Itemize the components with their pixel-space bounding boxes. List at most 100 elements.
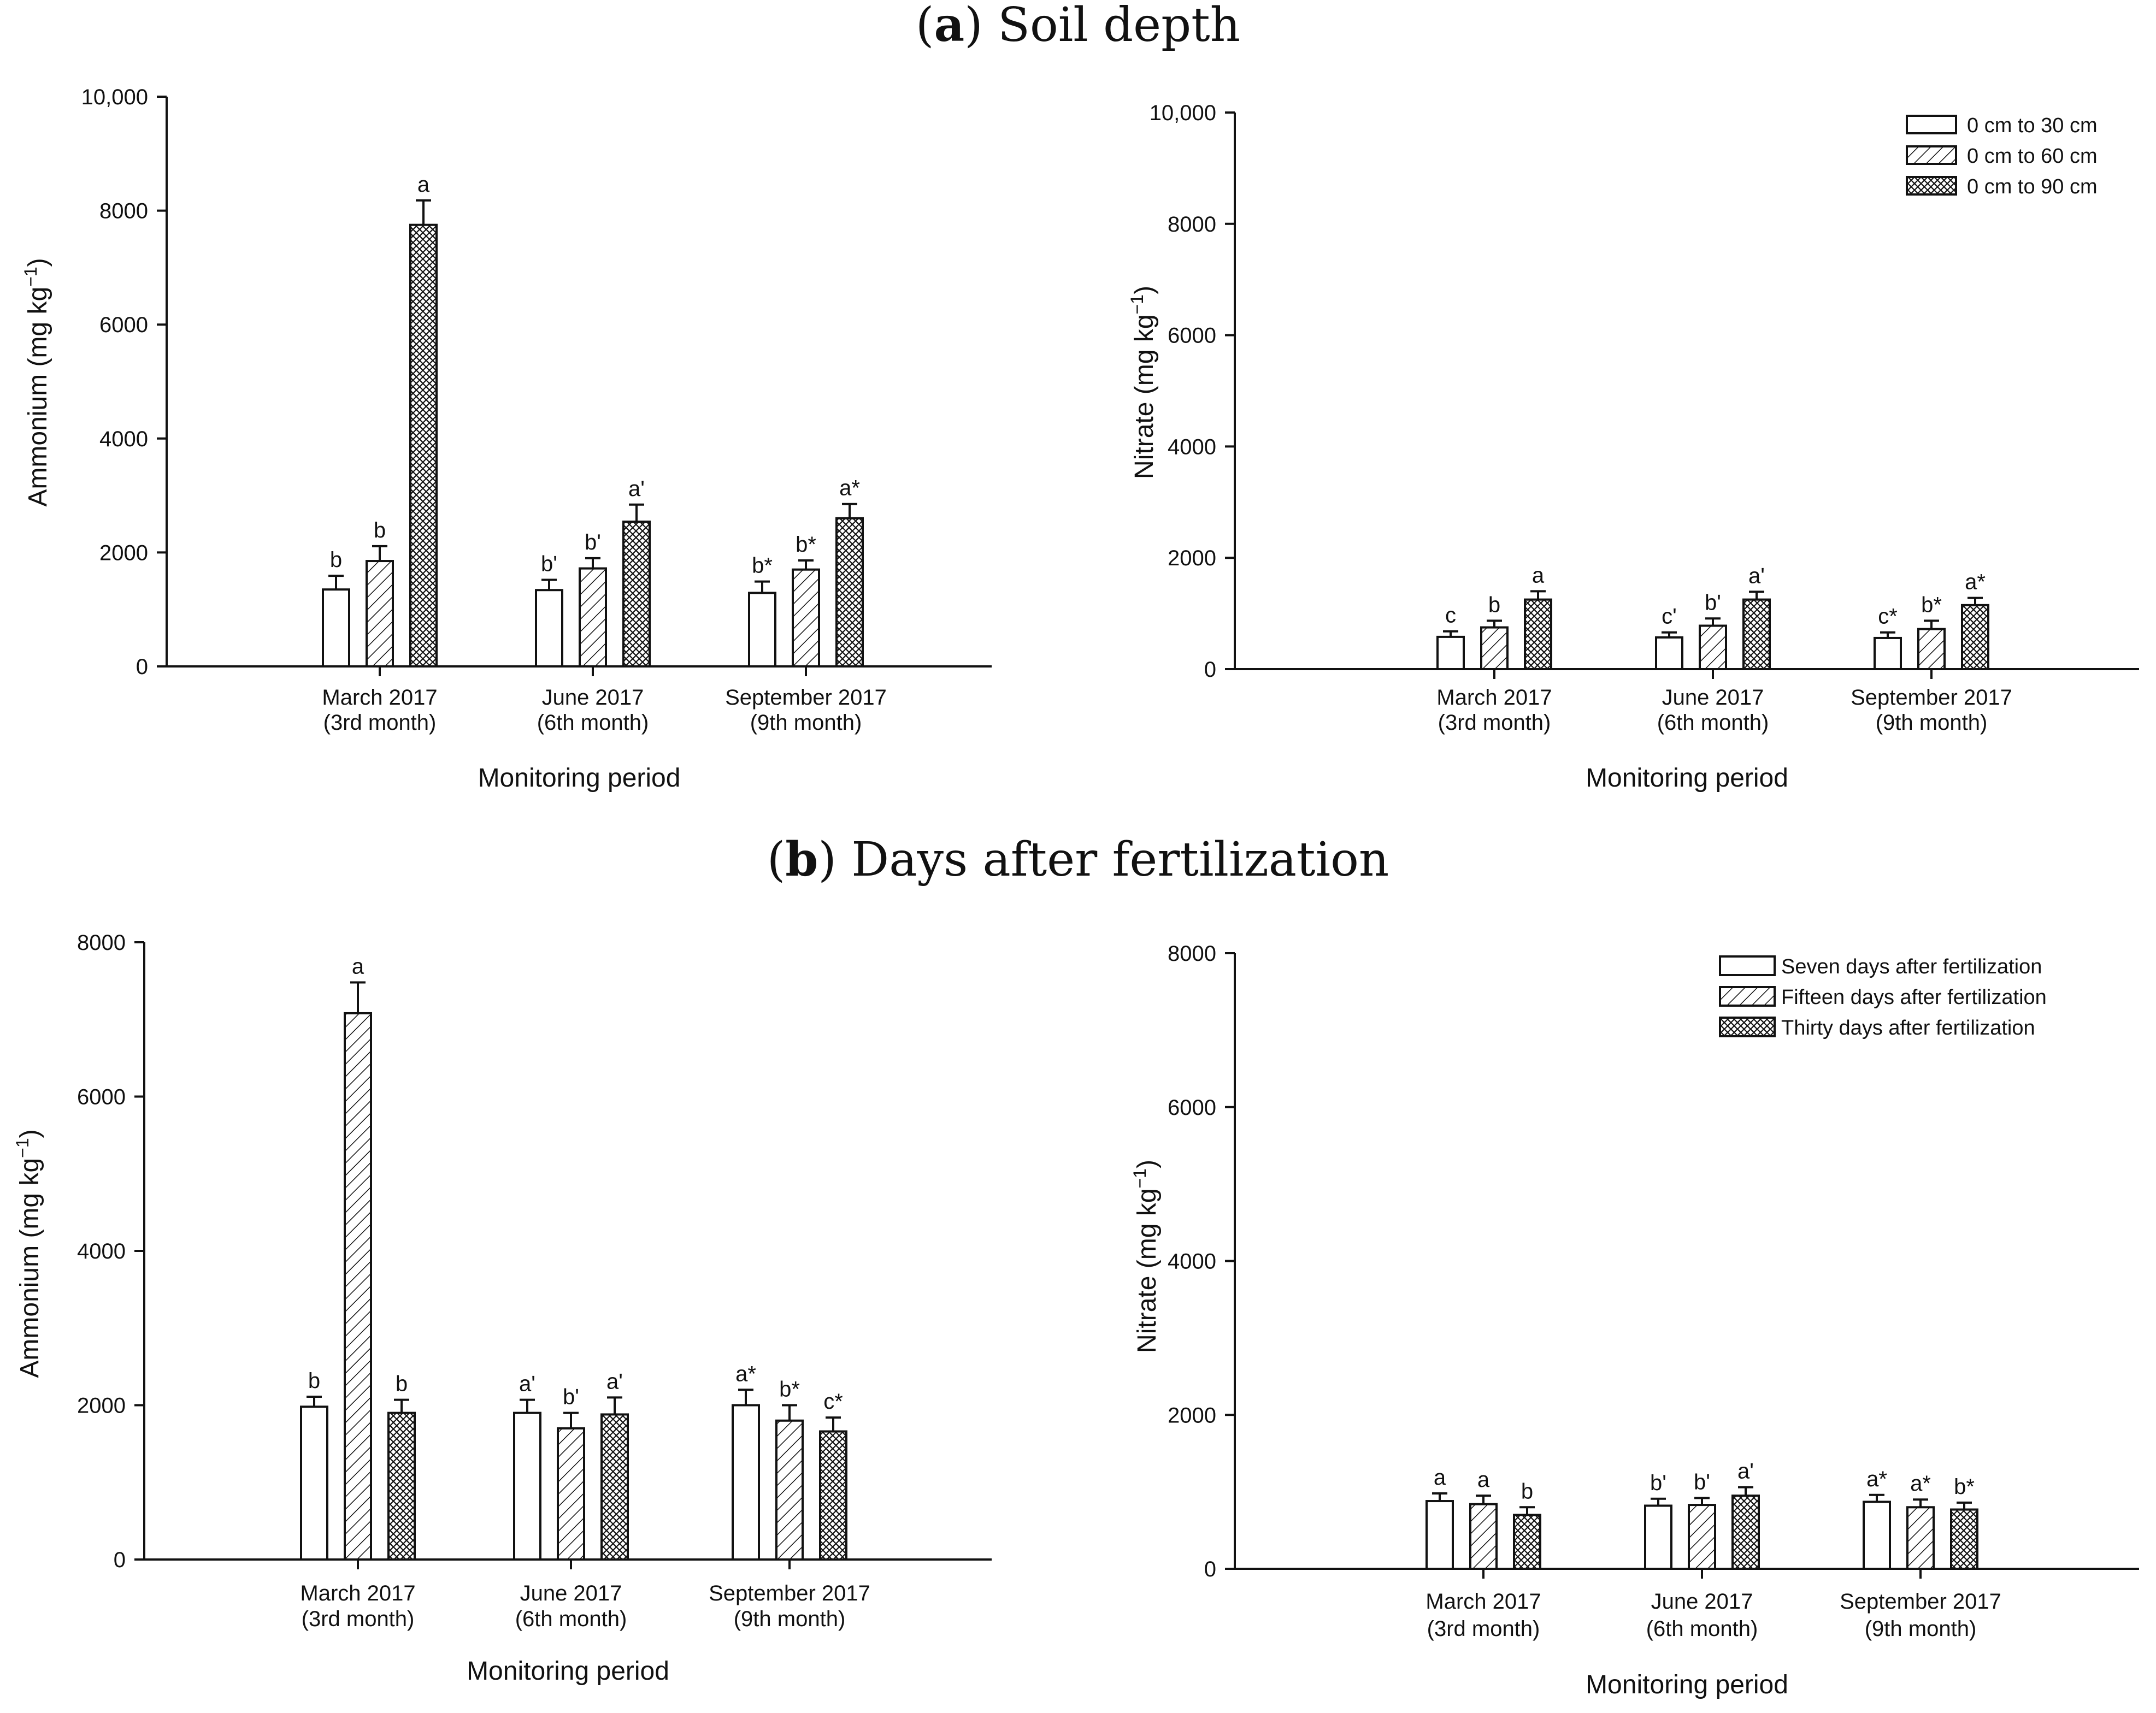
error-bar bbox=[328, 575, 344, 590]
error-bar bbox=[755, 580, 770, 593]
significance-label: a bbox=[1434, 1466, 1446, 1490]
y-tick-label: 4000 bbox=[1168, 1250, 1216, 1274]
error-bar bbox=[1432, 1492, 1447, 1502]
bar bbox=[579, 567, 607, 668]
error-bar bbox=[798, 559, 814, 570]
error-bar bbox=[541, 578, 557, 590]
x-tick-label: September 2017 bbox=[1851, 686, 2012, 710]
significance-label: b' bbox=[541, 552, 557, 576]
x-axis-title: Monitoring period bbox=[1586, 1670, 1788, 1699]
y-tick-label: 0 bbox=[114, 1548, 126, 1572]
error-bar bbox=[372, 545, 387, 562]
legend-swatch bbox=[1719, 1017, 1776, 1037]
significance-label: a bbox=[1532, 563, 1545, 587]
error-bar bbox=[1913, 1498, 1928, 1508]
x-tick-sublabel: (3rd month) bbox=[1438, 711, 1551, 735]
error-bar bbox=[1968, 596, 1983, 605]
error-bar bbox=[782, 1404, 797, 1421]
bar bbox=[1917, 628, 1946, 670]
significance-label: a' bbox=[1748, 564, 1765, 588]
error-bar bbox=[585, 557, 600, 569]
x-tick-label: September 2017 bbox=[1840, 1590, 2001, 1614]
significance-label: b* bbox=[779, 1378, 800, 1402]
legend: 0 cm to 30 cm 0 cm to 60 cm 0 cm to 90 cm bbox=[1906, 114, 2098, 198]
bar bbox=[622, 521, 651, 668]
bar bbox=[1742, 598, 1771, 670]
significance-label: a* bbox=[735, 1362, 756, 1386]
bar bbox=[748, 592, 776, 668]
significance-label: b' bbox=[1705, 590, 1721, 615]
error-bar bbox=[1443, 630, 1458, 637]
bar bbox=[1655, 636, 1683, 670]
bar bbox=[1950, 1508, 1978, 1570]
bar bbox=[775, 1419, 804, 1561]
significance-label: a bbox=[1477, 1468, 1490, 1492]
x-tick-label: March 2017 bbox=[1425, 1590, 1541, 1614]
bar bbox=[600, 1413, 629, 1561]
bar bbox=[513, 1411, 541, 1561]
significance-label: b bbox=[330, 548, 342, 572]
y-axis-title: Ammonium (mg kg−1) bbox=[13, 1129, 44, 1378]
legend-label: 0 cm to 90 cm bbox=[1967, 175, 2098, 198]
y-tick-label: 8000 bbox=[99, 199, 148, 223]
bar bbox=[1524, 598, 1552, 670]
error-bar bbox=[1530, 590, 1546, 600]
x-tick-sublabel: (6th month) bbox=[537, 711, 649, 735]
bar bbox=[1469, 1503, 1498, 1570]
x-axis-title: Monitoring period bbox=[1586, 764, 1788, 793]
error-bar bbox=[1705, 617, 1721, 626]
chart-b-ammonium: 0 2000 4000 6000 8000 Ammonium (mg kg−1) Monit… bbox=[13, 931, 992, 1686]
y-tick-label: 0 bbox=[1204, 658, 1216, 682]
x-tick-sublabel: (9th month) bbox=[734, 1607, 846, 1631]
x-tick-label: March 2017 bbox=[1436, 686, 1552, 710]
error-bar bbox=[350, 981, 366, 1013]
y-tick-label: 2000 bbox=[99, 541, 148, 565]
bar bbox=[1906, 1506, 1935, 1570]
bar bbox=[387, 1411, 416, 1561]
y-tick-label: 2000 bbox=[1168, 546, 1216, 570]
x-tick-sublabel: (9th month) bbox=[1865, 1617, 1977, 1641]
y-tick-label: 8000 bbox=[1168, 942, 1216, 966]
y-tick-label: 6000 bbox=[77, 1085, 126, 1109]
significance-label: b* bbox=[752, 554, 773, 578]
significance-label: b' bbox=[563, 1385, 579, 1409]
legend-label: 0 cm to 60 cm bbox=[1967, 145, 2098, 168]
y-axis-title: Ammonium (mg kg−1) bbox=[21, 258, 52, 506]
bar bbox=[1699, 624, 1727, 670]
bar bbox=[792, 568, 820, 668]
error-bar bbox=[607, 1396, 622, 1415]
legend-label: Seven days after fertilization bbox=[1781, 955, 2042, 978]
error-bar bbox=[1924, 619, 1939, 629]
bar bbox=[300, 1405, 328, 1561]
significance-label: b* bbox=[796, 533, 816, 557]
bar bbox=[1961, 604, 1989, 670]
y-tick-label: 2000 bbox=[77, 1394, 126, 1418]
y-axis-title: Nitrate (mg kg−1) bbox=[1127, 286, 1159, 479]
x-tick-sublabel: (6th month) bbox=[1646, 1617, 1758, 1641]
x-tick-label: June 2017 bbox=[542, 686, 644, 710]
significance-label: b' bbox=[1694, 1470, 1710, 1494]
x-axis-title: Monitoring period bbox=[478, 764, 681, 793]
bar bbox=[1644, 1504, 1672, 1570]
legend-label: Thirty days after fertilization bbox=[1781, 1017, 2035, 1039]
error-bar bbox=[738, 1389, 753, 1405]
legend-swatch bbox=[1906, 145, 1957, 165]
significance-label: c* bbox=[1878, 605, 1898, 629]
bar bbox=[409, 223, 438, 668]
y-tick-label: 4000 bbox=[99, 427, 148, 451]
significance-label: a' bbox=[606, 1369, 623, 1393]
significance-label: a bbox=[352, 954, 364, 978]
error-bar bbox=[1519, 1506, 1535, 1515]
significance-label: b bbox=[308, 1369, 320, 1393]
x-tick-sublabel: (3rd month) bbox=[1427, 1617, 1540, 1641]
legend-label: 0 cm to 30 cm bbox=[1967, 114, 2098, 137]
x-tick-sublabel: (6th month) bbox=[1657, 711, 1769, 735]
significance-label: b* bbox=[1921, 593, 1942, 617]
x-tick-label: March 2017 bbox=[322, 686, 437, 710]
y-tick-label: 6000 bbox=[1168, 1096, 1216, 1120]
error-bar bbox=[307, 1395, 322, 1407]
bar bbox=[557, 1427, 585, 1561]
bar bbox=[1425, 1500, 1454, 1570]
bar bbox=[535, 589, 563, 668]
y-tick-label: 8000 bbox=[1168, 212, 1216, 237]
